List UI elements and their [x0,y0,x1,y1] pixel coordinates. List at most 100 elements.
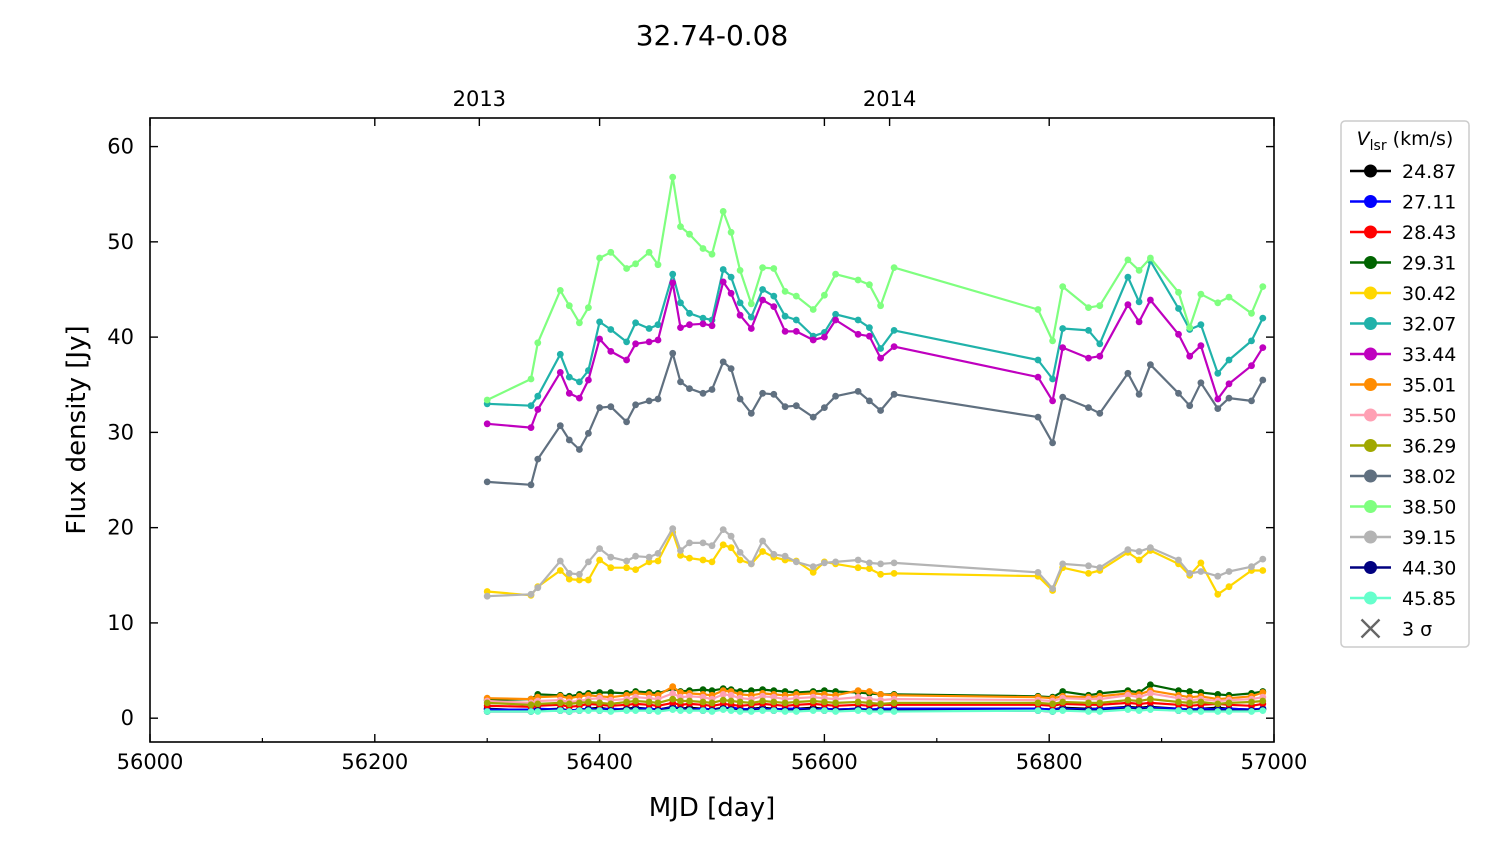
data-point [854,388,862,395]
data-point [534,406,542,413]
data-point [1085,354,1092,362]
data-point [632,707,639,714]
data-point [708,322,716,330]
data-point [527,375,535,383]
data-point [866,565,873,572]
data-point [877,560,884,568]
data-point [1147,695,1154,703]
legend-item-38.02: 38.02 [1350,466,1456,488]
y-tick-label: 40 [107,325,134,349]
legend-marker [1364,286,1377,300]
data-point [576,394,583,402]
data-point [747,325,755,332]
data-point [585,576,592,584]
y-axis-label: Flux density [Jy] [62,325,92,534]
data-point [809,336,817,344]
data-point [736,299,744,307]
legend-label: 29.31 [1402,253,1456,275]
legend-item-44.30: 44.30 [1350,558,1456,580]
data-point [866,699,873,707]
data-point [759,286,766,293]
data-point [809,697,817,705]
data-point [1034,373,1042,381]
data-point [708,386,716,393]
data-point [483,588,491,595]
data-point [727,544,735,552]
data-point [534,339,542,347]
data-point [1197,559,1205,567]
data-point [1197,342,1205,350]
data-point [832,392,839,400]
data-point [821,707,828,714]
data-point [686,385,693,392]
legend-item-28.43: 28.43 [1350,222,1456,244]
data-point [854,564,862,572]
data-point [1124,696,1132,704]
data-point [645,707,653,714]
legend-item-3sigma: 3 σ [1360,619,1432,641]
data-point [607,403,615,411]
data-point [632,697,639,705]
data-point [1059,560,1067,568]
data-point [1096,409,1104,417]
data-point [607,348,615,355]
data-point [527,402,535,410]
data-point [1248,309,1255,317]
data-point [1049,585,1056,592]
data-point [792,698,800,706]
x-tick-label: 56000 [117,750,184,774]
data-point [792,292,800,300]
data-point [1147,706,1154,713]
legend-marker [1364,347,1377,361]
data-point [1147,690,1154,697]
data-point [645,325,653,332]
data-point [708,542,716,550]
data-point [854,316,862,324]
data-point [1175,330,1182,338]
data-point [877,407,884,414]
data-point [890,327,898,334]
data-point [669,525,677,532]
data-point [686,554,693,562]
data-point [585,698,592,706]
legend-label: 39.15 [1402,527,1456,549]
data-point [1175,288,1182,296]
data-point [719,278,727,286]
data-point [585,376,592,384]
data-point [854,687,862,694]
data-point [527,424,535,431]
legend-marker [1364,591,1377,605]
x-tick-label: 56800 [1016,750,1083,774]
y-tick-label: 30 [107,420,134,444]
data-point [699,314,707,322]
data-point [727,365,735,372]
data-point [669,349,677,357]
legend-item-35.50: 35.50 [1350,405,1456,427]
data-point [1214,572,1222,580]
legend-label: 38.02 [1402,466,1456,488]
data-point [1248,563,1255,571]
legend-label: 38.50 [1402,497,1456,519]
data-point [632,401,639,409]
data-point [719,541,727,549]
data-point [677,324,684,331]
data-point [654,336,662,344]
data-point [576,319,583,327]
data-point [1135,548,1143,555]
series-layer [483,173,1267,715]
data-point [585,429,592,437]
data-point [747,313,755,321]
data-point [866,688,873,695]
data-point [770,693,778,701]
data-point [565,436,573,444]
data-point [736,311,744,319]
data-point [1059,707,1067,714]
data-point [1135,556,1143,564]
data-point [686,321,693,329]
legend-label: 36.29 [1402,436,1456,458]
data-point [1197,379,1205,387]
data-point [623,698,630,706]
data-point [534,700,542,708]
